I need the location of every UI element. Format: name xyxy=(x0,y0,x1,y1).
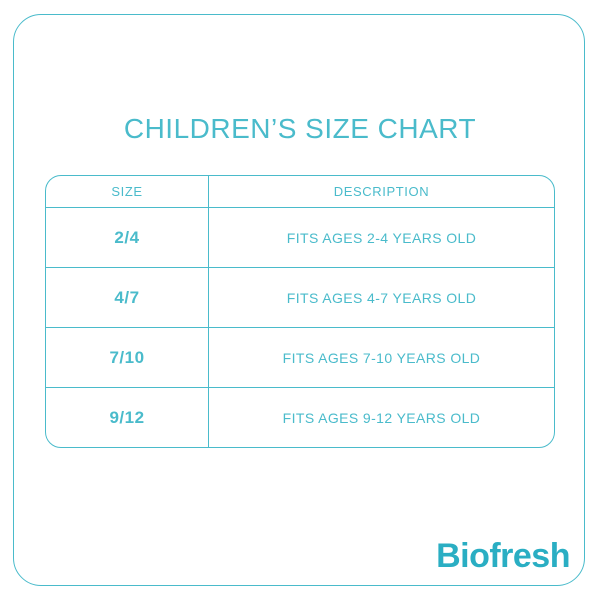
column-header-description: DESCRIPTION xyxy=(333,184,430,199)
size-cell: 4/7 xyxy=(46,268,209,327)
description-cell: FITS AGES 7-10 YEARS OLD xyxy=(282,349,481,366)
table-row: 9/12 FITS AGES 9-12 YEARS OLD xyxy=(46,388,554,447)
size-cell: 7/10 xyxy=(46,328,209,387)
size-cell: 9/12 xyxy=(46,388,209,447)
table-header-row: SIZE DESCRIPTION xyxy=(46,176,554,208)
biofresh-logo: Biofresh xyxy=(436,537,570,575)
table-row: 7/10 FITS AGES 7-10 YEARS OLD xyxy=(46,328,554,388)
page-border-frame xyxy=(13,14,585,586)
description-cell: FITS AGES 9-12 YEARS OLD xyxy=(282,409,481,426)
size-cell: 2/4 xyxy=(46,208,209,267)
size-chart-table: SIZE DESCRIPTION 2/4 FITS AGES 2-4 YEARS… xyxy=(45,175,555,448)
page-title: CHILDREN’S SIZE CHART xyxy=(123,113,477,144)
table-row: 2/4 FITS AGES 2-4 YEARS OLD xyxy=(46,208,554,268)
table-row: 4/7 FITS AGES 4-7 YEARS OLD xyxy=(46,268,554,328)
description-cell: FITS AGES 2-4 YEARS OLD xyxy=(286,229,477,246)
description-cell: FITS AGES 4-7 YEARS OLD xyxy=(286,289,477,306)
column-header-size: SIZE xyxy=(46,176,209,207)
